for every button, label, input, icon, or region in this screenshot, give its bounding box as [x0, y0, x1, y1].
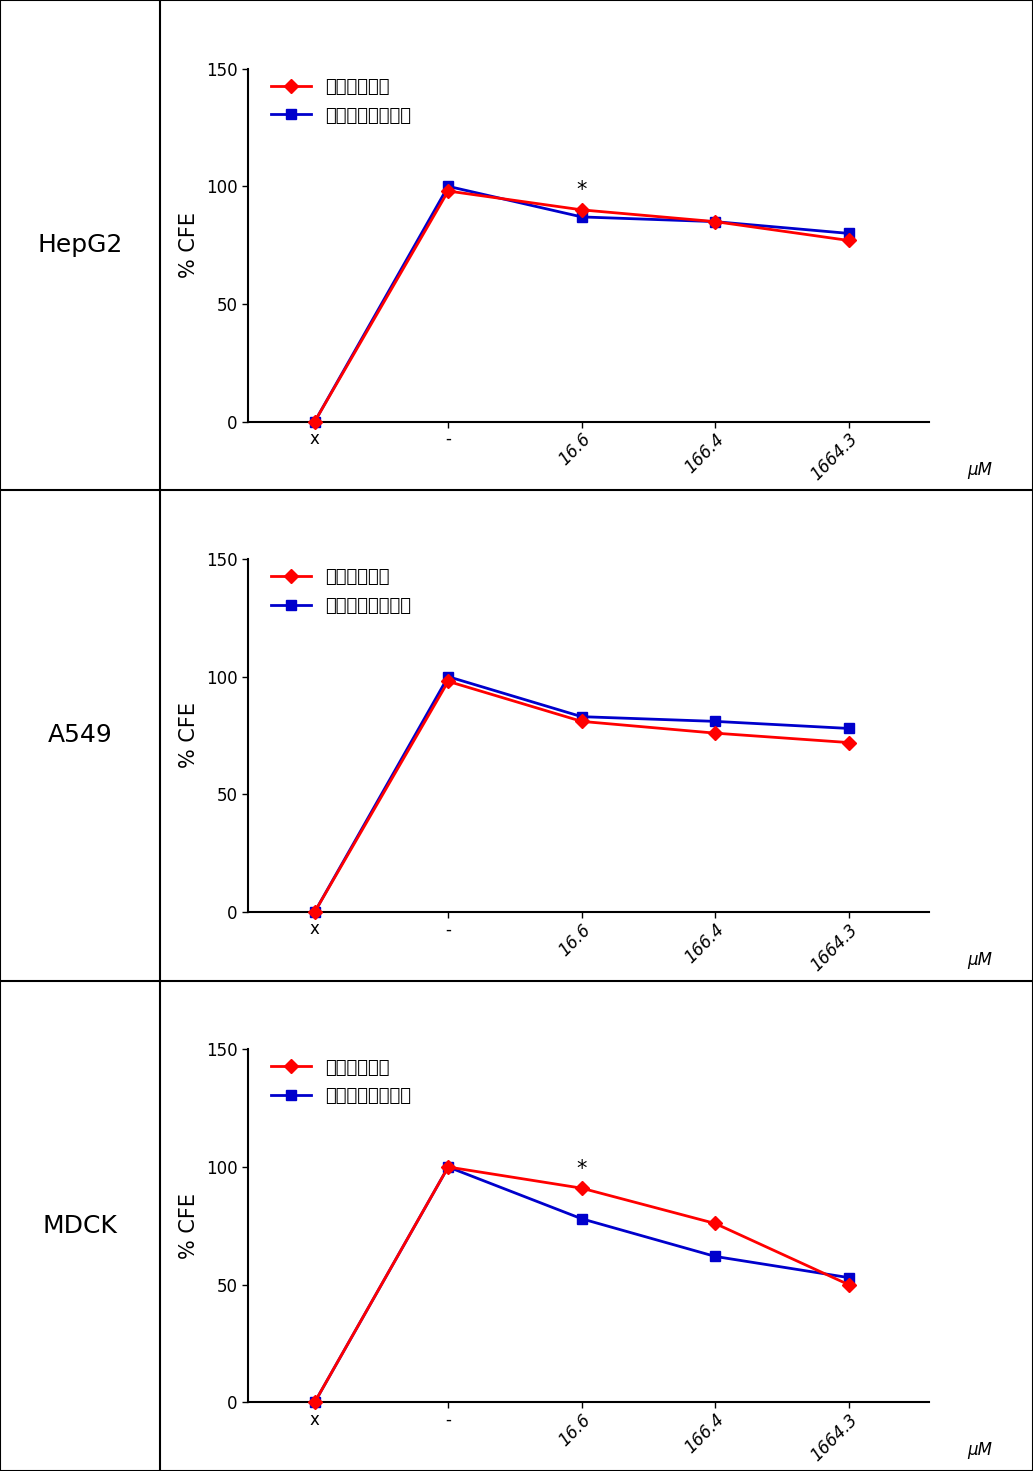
Y-axis label: % CFE: % CFE: [179, 703, 199, 768]
Text: μM: μM: [968, 950, 993, 969]
Y-axis label: % CFE: % CFE: [179, 1193, 199, 1259]
Y-axis label: % CFE: % CFE: [179, 212, 199, 278]
Text: μM: μM: [968, 1442, 993, 1459]
Text: μM: μM: [968, 460, 993, 478]
Legend: 바이오톡스텍, 식품의약품안전체: 바이오톡스텍, 식품의약품안전체: [263, 71, 418, 132]
Text: *: *: [576, 181, 587, 200]
Text: MDCK: MDCK: [42, 1214, 118, 1237]
Text: *: *: [576, 1159, 587, 1178]
Legend: 바이오톡스텍, 식품의약품안전체: 바이오톡스텍, 식품의약품안전체: [263, 560, 418, 622]
Text: HepG2: HepG2: [37, 234, 123, 257]
Text: A549: A549: [48, 724, 113, 747]
Legend: 바이오톡스텍, 식품의약품안전체: 바이오톡스텍, 식품의약품안전체: [263, 1052, 418, 1112]
